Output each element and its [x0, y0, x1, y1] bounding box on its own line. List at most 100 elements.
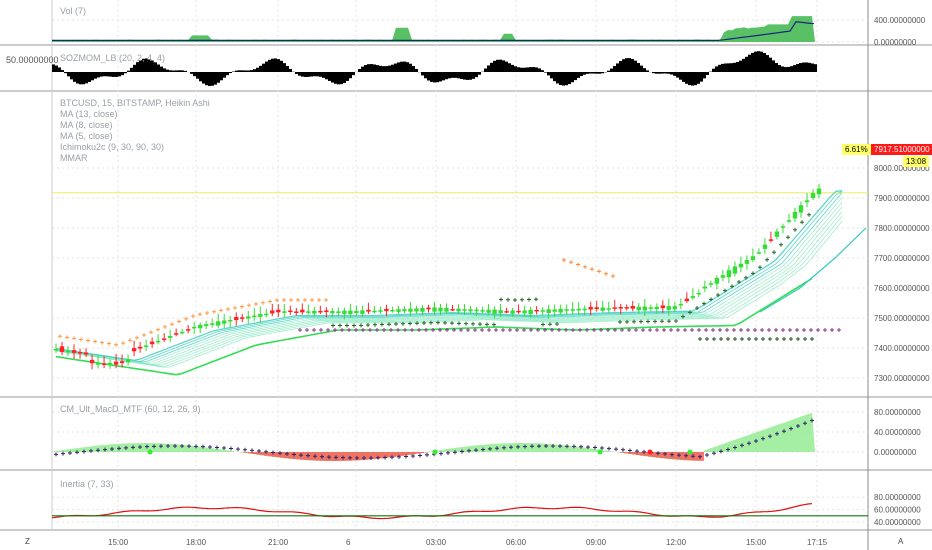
- candle-body: [606, 308, 611, 310]
- sar-marker: [613, 328, 617, 332]
- sar-marker: [394, 322, 398, 326]
- momentum-bar: [706, 72, 709, 75]
- sar-marker: [480, 328, 484, 332]
- candle: [504, 307, 509, 314]
- candle: [468, 305, 473, 314]
- sar-marker: [723, 288, 727, 293]
- sar-marker: [674, 319, 678, 323]
- candle: [71, 344, 77, 359]
- momentum-bar: [52, 64, 55, 72]
- indicator-ma5[interactable]: MA (5, close): [60, 131, 113, 141]
- indicator-ichimoku[interactable]: Ichimoku2c (9, 30, 90, 30): [60, 142, 165, 152]
- candle-body: [558, 308, 563, 313]
- momentum-bar: [571, 72, 574, 83]
- candle: [438, 303, 443, 316]
- momentum-bar: [91, 72, 94, 81]
- mmar-ribbon-line: [55, 220, 843, 368]
- sar-marker: [495, 446, 499, 451]
- candle-body: [240, 317, 245, 319]
- indicator-ma13[interactable]: MA (13, close): [60, 109, 118, 119]
- candle: [798, 201, 804, 218]
- momentum-bar: [169, 70, 172, 72]
- candle-body: [342, 310, 347, 314]
- momentum-bar: [235, 70, 238, 72]
- sar-marker: [166, 444, 170, 449]
- candle-body: [504, 311, 509, 313]
- candle-body: [216, 321, 221, 326]
- momentum-bar: [148, 59, 151, 72]
- sar-marker: [298, 328, 302, 332]
- sar-marker: [173, 444, 177, 448]
- momentum-bar: [361, 66, 364, 72]
- inertia-tick-label: 40.00000000: [874, 518, 921, 527]
- momentum-bar: [241, 70, 244, 72]
- candle-body: [660, 305, 665, 309]
- sar-marker: [562, 258, 566, 263]
- sar-marker: [58, 334, 62, 339]
- sar-marker: [338, 323, 342, 328]
- candle: [546, 304, 551, 319]
- candle-body: [786, 220, 792, 222]
- sar-marker: [513, 297, 517, 302]
- sar-marker: [550, 328, 554, 332]
- candle-body: [71, 350, 77, 353]
- momentum-bar: [223, 72, 226, 78]
- candle-body: [702, 286, 708, 289]
- momentum-bar: [682, 72, 685, 82]
- momentum-bar: [565, 72, 568, 86]
- zoom-button[interactable]: Z: [25, 537, 30, 546]
- momentum-bar: [274, 58, 277, 72]
- candle-body: [498, 310, 503, 314]
- sar-marker: [361, 328, 365, 332]
- indicator-ma8[interactable]: MA (8, close): [60, 120, 113, 130]
- sar-marker: [285, 451, 289, 456]
- sar-marker: [768, 337, 772, 341]
- momentum-bar: [469, 72, 472, 80]
- momentum-bar: [205, 72, 208, 86]
- sar-marker: [543, 328, 547, 332]
- momentum-bar: [721, 63, 724, 72]
- indicator-mmar[interactable]: MMAR: [60, 153, 88, 163]
- sar-marker: [810, 337, 814, 341]
- candle: [414, 305, 419, 315]
- momentum-bar: [739, 60, 742, 72]
- sar-marker: [303, 298, 307, 302]
- candle-body: [222, 320, 227, 324]
- momentum-bar: [421, 72, 424, 76]
- macd-bar: [296, 452, 300, 460]
- sozmom-title: SOZMOM_LB (20, 2, 4, 4): [60, 53, 166, 63]
- candle: [474, 307, 479, 316]
- sar-marker: [445, 328, 449, 332]
- sar-marker: [466, 328, 470, 332]
- sar-marker: [551, 444, 555, 449]
- momentum-bar: [769, 57, 772, 72]
- sar-marker: [282, 298, 286, 302]
- auto-scale-button[interactable]: A: [898, 537, 904, 546]
- symbol-title[interactable]: BTCUSD, 15, BITSTAMP, Heikin Ashi: [60, 98, 210, 108]
- candle: [222, 314, 227, 328]
- momentum-bar: [175, 70, 178, 72]
- momentum-bar: [796, 63, 799, 72]
- sar-marker: [324, 298, 328, 302]
- sar-marker: [837, 328, 841, 332]
- candle-body: [696, 292, 702, 295]
- candle-body: [228, 319, 233, 322]
- candle-body: [378, 310, 383, 312]
- candle-body: [438, 307, 443, 312]
- momentum-bar: [394, 63, 397, 72]
- macd-bar: [340, 452, 344, 461]
- candle-body: [582, 308, 587, 311]
- momentum-bar: [508, 63, 511, 72]
- momentum-bar: [142, 58, 145, 72]
- momentum-bar: [100, 72, 103, 77]
- momentum-bar: [718, 64, 721, 72]
- candle-body: [330, 310, 335, 314]
- candle-body: [762, 244, 768, 249]
- sar-marker: [205, 310, 209, 315]
- candle: [786, 213, 792, 224]
- sar-marker: [583, 264, 587, 269]
- candle-body: [324, 310, 329, 313]
- momentum-bar: [313, 72, 316, 77]
- sar-marker: [61, 451, 65, 456]
